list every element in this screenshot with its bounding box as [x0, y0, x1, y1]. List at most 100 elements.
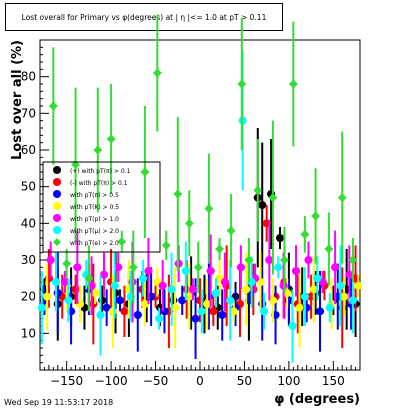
x-tick-label: 0 — [196, 374, 204, 388]
legend-marker — [53, 190, 61, 198]
data-point — [84, 273, 93, 284]
data-point — [171, 303, 180, 312]
y-tick-label: 20 — [21, 290, 36, 304]
data-point — [295, 303, 304, 312]
data-point — [140, 300, 149, 308]
data-point — [268, 192, 277, 203]
data-point — [237, 79, 246, 89]
data-point — [204, 292, 213, 301]
legend-label: with pT(p) > 1.0 — [70, 216, 119, 223]
data-point — [218, 311, 227, 319]
data-point — [52, 278, 60, 286]
legend-marker — [53, 202, 61, 210]
data-point — [338, 303, 347, 312]
legend-label: with pT(π) > 0.5 — [70, 192, 119, 199]
data-point — [288, 322, 297, 330]
data-point — [102, 303, 111, 312]
data-point — [98, 296, 107, 305]
data-point — [206, 267, 215, 275]
data-point — [188, 285, 197, 294]
data-point — [71, 285, 80, 294]
data-point — [265, 256, 274, 264]
data-point — [116, 296, 124, 305]
data-point — [120, 307, 129, 316]
data-point — [289, 79, 298, 89]
data-point — [325, 303, 334, 312]
data-point — [292, 267, 300, 275]
data-point — [316, 307, 324, 316]
data-point — [110, 281, 119, 290]
data-point — [309, 285, 318, 294]
data-point — [140, 167, 149, 177]
data-point — [260, 307, 268, 316]
chart-title: Lost overall for Primary vs φ(degrees) a… — [5, 3, 283, 31]
data-point — [227, 225, 236, 236]
data-point — [158, 281, 167, 290]
data-point — [226, 296, 235, 305]
y-axis-label: Lost over all (%) — [10, 40, 25, 160]
data-point — [268, 296, 277, 305]
data-point — [345, 270, 354, 279]
legend-label: with pT(K) > 0.5 — [70, 204, 119, 211]
data-point — [280, 255, 289, 265]
data-point — [302, 303, 311, 312]
x-tick-label: −100 — [95, 374, 128, 388]
x-tick-label: 50 — [237, 374, 252, 388]
x-axis-label: φ (degrees) — [274, 392, 360, 407]
x-tick-label: 100 — [277, 374, 300, 388]
data-point — [60, 278, 69, 286]
y-tick-label: 10 — [21, 326, 36, 340]
data-point — [354, 281, 363, 290]
data-point — [300, 292, 309, 301]
x-tick-label: −150 — [50, 374, 83, 388]
legend-marker — [53, 178, 61, 186]
data-point — [129, 262, 138, 273]
data-point — [258, 201, 267, 209]
data-point — [340, 292, 348, 301]
x-tick-label: 150 — [322, 374, 345, 388]
data-point — [242, 285, 251, 294]
data-point — [253, 185, 262, 196]
y-tick-label: 40 — [21, 216, 36, 230]
data-point — [194, 262, 203, 273]
data-point — [153, 68, 162, 78]
data-point — [64, 296, 73, 305]
axes: −150 −100 −50 0 50 100 150 10 20 30 40 50 60 70 80 — [21, 39, 357, 388]
legend-marker — [53, 226, 61, 234]
legend-label: with pT(e) > 2.0 — [70, 240, 119, 247]
data-point — [49, 101, 58, 111]
data-point — [167, 285, 176, 294]
data-point — [338, 192, 347, 203]
data-point — [173, 189, 182, 199]
data-point — [274, 263, 283, 272]
data-point — [191, 314, 200, 323]
data-point — [107, 134, 116, 144]
data-point — [197, 307, 206, 316]
data-point — [209, 307, 218, 316]
data-point — [204, 203, 213, 214]
data-point — [96, 311, 105, 319]
data-point — [348, 255, 357, 265]
data-point — [43, 292, 52, 301]
data-point — [276, 234, 284, 242]
data-point — [93, 145, 102, 155]
data-point — [162, 240, 171, 251]
data-point — [89, 300, 98, 308]
data-point — [324, 244, 333, 254]
data-point — [144, 267, 153, 275]
legend-box — [42, 161, 161, 253]
data-point — [114, 263, 123, 272]
data-point — [348, 296, 357, 305]
data-point — [117, 236, 126, 247]
data-point — [215, 244, 224, 254]
legend-marker — [53, 214, 61, 222]
legend: (+) with pT(π) > 0.1 (-) with pT(π) > 0.1… — [42, 161, 161, 253]
legend-label: (+) with pT(π) > 0.1 — [70, 168, 131, 175]
data-point — [44, 274, 53, 283]
data-point — [196, 296, 204, 305]
data-point — [178, 296, 187, 305]
data-point — [236, 263, 245, 272]
data-point — [185, 218, 194, 229]
data-point — [304, 256, 313, 264]
